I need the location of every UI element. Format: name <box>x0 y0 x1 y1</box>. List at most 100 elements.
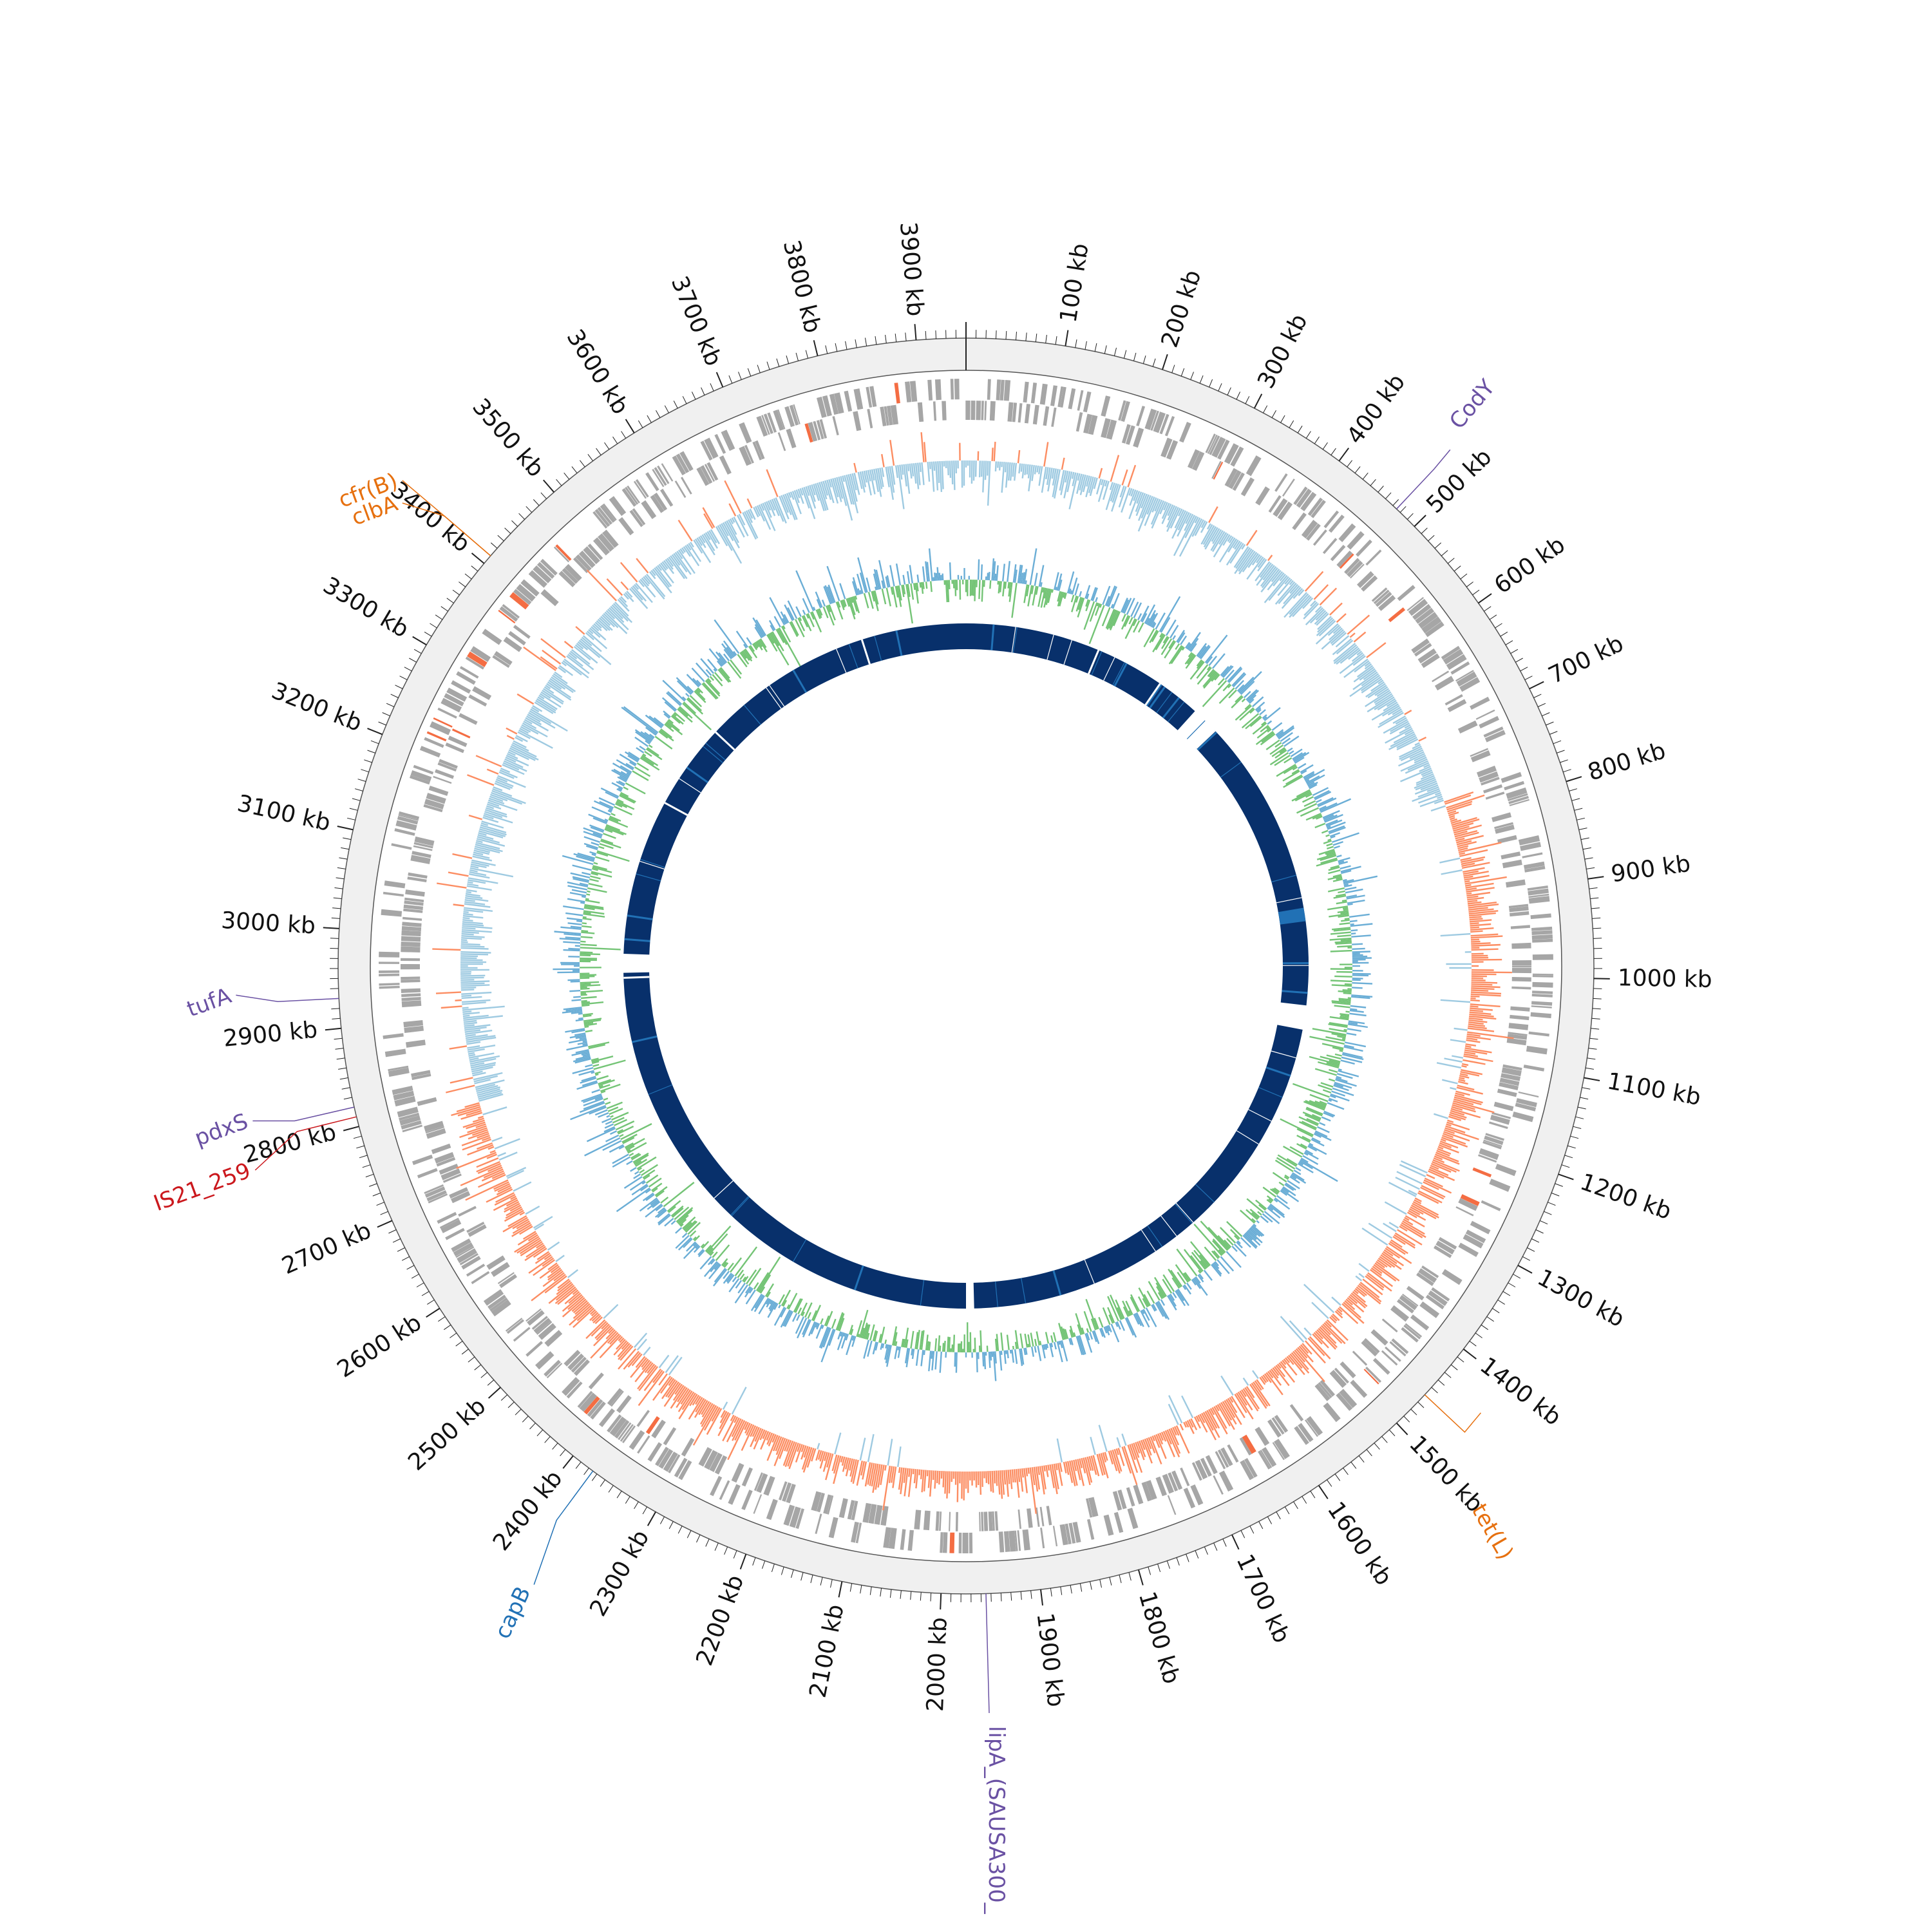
gc-content-bar <box>605 827 624 836</box>
gc-content-bar <box>1176 1248 1198 1276</box>
gc-skew-bar <box>688 542 702 562</box>
gc-skew-bar <box>853 473 860 495</box>
gc-skew-bar <box>766 1432 772 1441</box>
scale-tick <box>1522 1256 1531 1261</box>
gc-content-bar <box>1077 598 1085 618</box>
scale-tick <box>1209 379 1213 388</box>
gc-skew-bar <box>775 497 787 524</box>
gene-feature <box>1059 1524 1068 1546</box>
gene-feature <box>739 422 752 444</box>
gc-content-bar <box>1207 668 1215 677</box>
gc-content-bar <box>591 1089 600 1094</box>
gc-content-bar <box>1294 757 1305 764</box>
gc-content-bar <box>764 1283 775 1297</box>
gc-content-bar <box>1060 1326 1066 1340</box>
gc-skew-bar <box>466 889 477 893</box>
gc-content-bar <box>588 882 603 888</box>
gene-feature <box>1512 1112 1534 1122</box>
gc-content-bar <box>1012 564 1017 583</box>
gc-skew-bar <box>1354 660 1370 673</box>
gene-feature <box>1492 812 1511 822</box>
gene-feature <box>486 1255 506 1270</box>
gc-content-bar <box>846 598 850 607</box>
gc-content-bar <box>644 732 654 740</box>
gc-content-bar <box>742 650 750 661</box>
gc-skew-bar <box>482 1106 507 1115</box>
gc-content-bar <box>1269 744 1283 755</box>
tick-label: 2000 kb <box>922 1616 952 1712</box>
gene-feature <box>394 828 415 836</box>
homology-divider <box>1248 1109 1272 1122</box>
gc-content-bar <box>1036 1331 1040 1346</box>
gc-skew-bar <box>1466 1033 1481 1037</box>
gc-skew-bar <box>1370 681 1385 692</box>
gc-content-bar <box>1340 1014 1349 1018</box>
gc-skew-bar <box>463 1015 503 1021</box>
gc-skew-bar <box>1397 1229 1423 1245</box>
gc-content-bar <box>573 878 589 883</box>
gene-feature <box>1330 545 1346 562</box>
gc-content-bar <box>588 1041 610 1048</box>
gene-feature <box>786 428 797 449</box>
gc-skew-bar <box>790 491 795 500</box>
gc-skew-bar <box>1224 1399 1236 1418</box>
gc-skew-bar <box>1252 1370 1259 1379</box>
gc-content-bar <box>659 730 674 742</box>
gc-content-bar <box>852 577 859 596</box>
gc-skew-bar <box>1262 1374 1269 1383</box>
gc-skew-bar <box>836 477 844 499</box>
gc-skew-bar <box>573 1303 591 1320</box>
gc-content-bar <box>580 902 585 904</box>
gene-feature <box>1242 1434 1256 1454</box>
gc-skew-bar <box>706 531 719 549</box>
gc-skew-bar <box>1170 507 1181 529</box>
gc-skew-bar <box>1426 786 1439 793</box>
gc-skew-bar <box>1399 1224 1423 1238</box>
gc-content-bar <box>1244 1233 1253 1241</box>
scale-tick <box>1567 1145 1576 1149</box>
homology-divider <box>1063 639 1072 665</box>
gc-skew-bar <box>1098 1425 1108 1452</box>
gc-skew-bar <box>548 1283 574 1304</box>
gc-content-bar <box>1241 713 1260 729</box>
gc-skew-bar <box>760 503 765 511</box>
gc-skew-bar <box>797 489 804 504</box>
gc-skew-bar <box>553 673 568 685</box>
gc-content-bar <box>818 608 823 616</box>
gc-skew-bar <box>1470 935 1503 939</box>
gc-content-bar <box>604 819 609 822</box>
gc-content-bar <box>840 600 845 611</box>
gene-feature <box>384 1048 406 1057</box>
gc-skew-bar <box>1383 719 1408 734</box>
gc-content-bar <box>1330 835 1336 839</box>
gene-feature <box>1522 852 1543 858</box>
scale-tick <box>1258 1521 1264 1530</box>
scale-tick <box>1447 558 1455 564</box>
gc-skew-bar <box>1227 538 1238 553</box>
gc-content-bar <box>685 1220 698 1233</box>
gc-skew-bar <box>1341 1303 1365 1324</box>
gc-skew-bar <box>1436 1062 1462 1069</box>
gene-feature <box>1460 1194 1480 1206</box>
gc-content-bar <box>1148 1281 1160 1301</box>
scale-tick <box>1040 1589 1043 1606</box>
gc-skew-bar <box>491 1136 503 1142</box>
gc-content-bar <box>1303 1101 1325 1111</box>
homology-divider <box>715 731 735 751</box>
gc-content-bar <box>1002 564 1005 582</box>
gc-skew-bar <box>1450 819 1462 824</box>
gc-content-bar <box>557 971 580 974</box>
gc-skew-bar <box>475 1083 496 1090</box>
gc-skew-bar <box>536 1242 544 1249</box>
scale-tick <box>1370 478 1376 486</box>
gc-content-bar <box>710 1262 719 1273</box>
gc-skew-bar <box>1275 1365 1286 1378</box>
gc-skew-bar <box>462 1010 472 1013</box>
gc-skew-bar <box>582 635 602 652</box>
scale-tick <box>1090 1581 1092 1590</box>
gc-skew-bar <box>1435 1151 1459 1162</box>
tick-label: 1900 kb <box>1032 1611 1069 1709</box>
gc-content-bar <box>1151 630 1159 643</box>
scale-tick <box>1587 876 1604 880</box>
gc-skew-bar <box>1449 1112 1467 1119</box>
